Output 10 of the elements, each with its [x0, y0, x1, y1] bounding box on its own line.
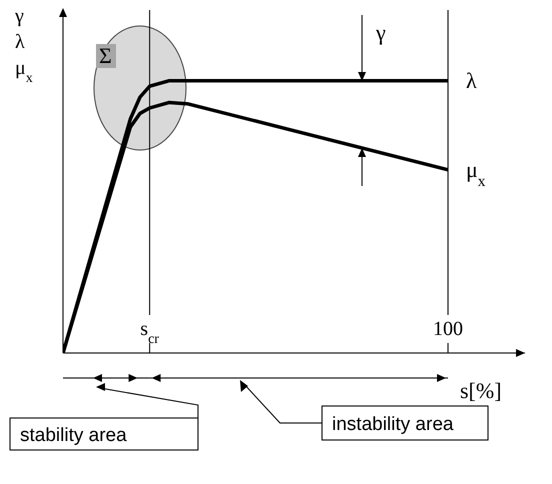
text: instability area	[332, 414, 454, 435]
x-axis-title: s[%]	[460, 378, 502, 403]
series-label: μ$_{x}$	[466, 156, 486, 190]
text: γ	[375, 20, 386, 45]
x-tick-label: s$_{cr}$	[140, 318, 160, 346]
y-axis-title: γ λ μ$_{x}$	[14, 5, 33, 86]
x-tick-label: 100	[433, 318, 463, 340]
text: stability area	[20, 425, 128, 446]
text: Σ	[99, 43, 112, 68]
series-label: λ	[466, 68, 477, 93]
